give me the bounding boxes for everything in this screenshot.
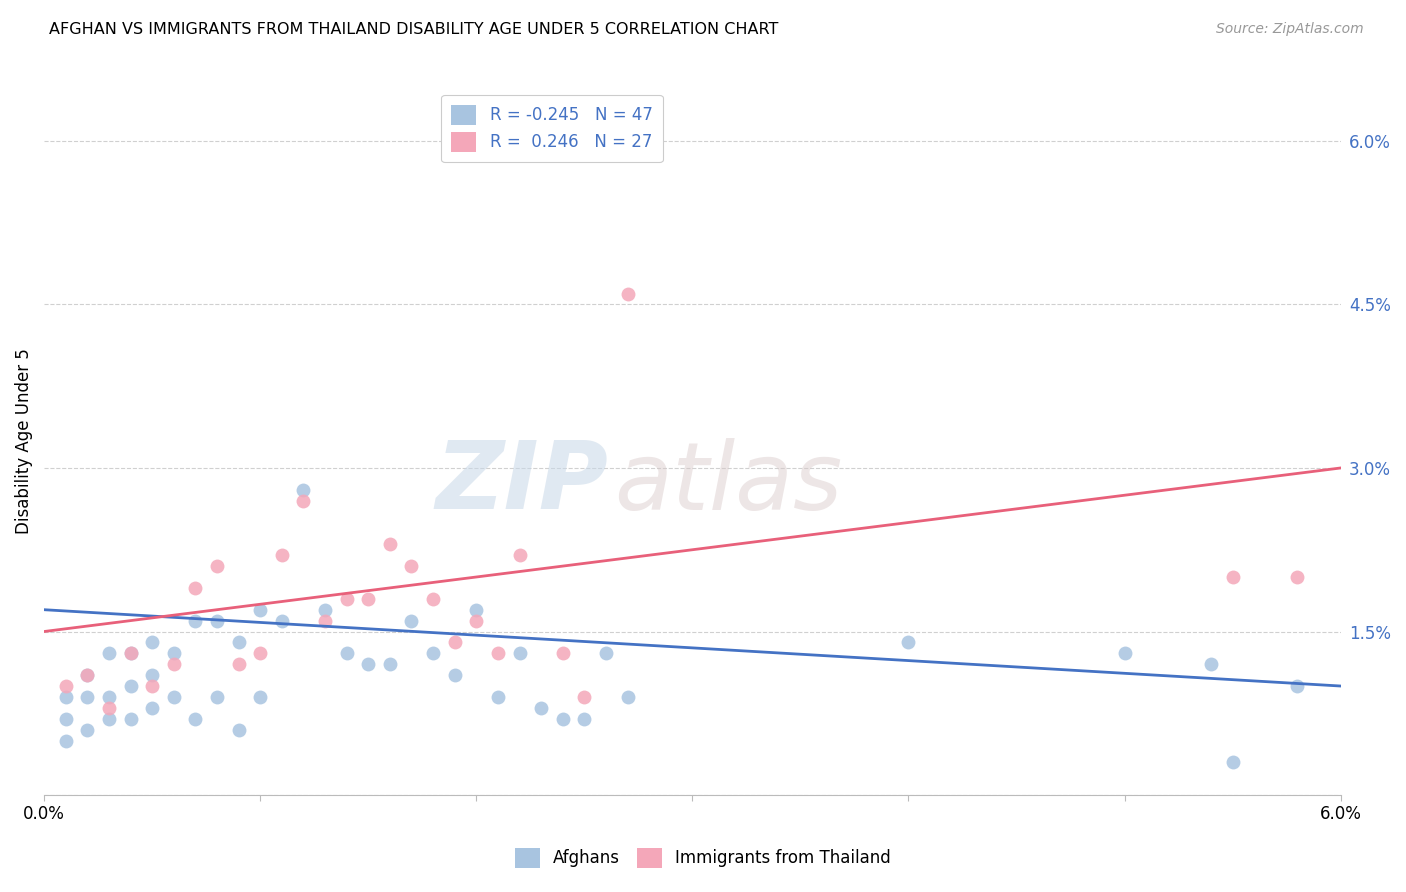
Y-axis label: Disability Age Under 5: Disability Age Under 5 (15, 348, 32, 533)
Point (551, 646, 574, 660)
Point (97, 712, 120, 726)
Point (249, 690, 271, 704)
Point (120, 679, 142, 693)
Point (1222, 570, 1244, 584)
Point (184, 712, 207, 726)
Point (228, 723, 250, 737)
Point (1286, 570, 1309, 584)
Legend: Afghans, Immigrants from Thailand: Afghans, Immigrants from Thailand (509, 841, 897, 875)
Point (141, 668, 163, 682)
Point (292, 483, 315, 497)
Point (1286, 679, 1309, 693)
Point (314, 603, 336, 617)
Point (508, 548, 530, 562)
Point (378, 657, 401, 672)
Point (270, 548, 292, 562)
Point (465, 614, 488, 628)
Text: atlas: atlas (614, 438, 842, 529)
Point (205, 559, 228, 574)
Point (97, 690, 120, 704)
Point (184, 581, 207, 595)
Point (97, 646, 120, 660)
Point (1114, 646, 1136, 660)
Point (551, 712, 574, 726)
Point (292, 493, 315, 508)
Point (897, 635, 920, 649)
Point (530, 701, 553, 715)
Point (422, 646, 444, 660)
Point (249, 646, 271, 660)
Point (55, 733, 77, 747)
Point (55, 712, 77, 726)
Point (141, 679, 163, 693)
Point (120, 646, 142, 660)
Point (336, 591, 359, 606)
Point (1199, 657, 1222, 672)
Point (401, 559, 423, 574)
Point (465, 603, 488, 617)
Point (486, 646, 509, 660)
Point (595, 646, 617, 660)
Point (574, 690, 596, 704)
Point (228, 635, 250, 649)
Point (249, 603, 271, 617)
Point (508, 646, 530, 660)
Point (76, 668, 98, 682)
Point (314, 614, 336, 628)
Point (184, 614, 207, 628)
Point (163, 657, 186, 672)
Point (141, 701, 163, 715)
Point (574, 712, 596, 726)
Text: ZIP: ZIP (436, 437, 609, 529)
Point (120, 646, 142, 660)
Point (76, 668, 98, 682)
Text: AFGHAN VS IMMIGRANTS FROM THAILAND DISABILITY AGE UNDER 5 CORRELATION CHART: AFGHAN VS IMMIGRANTS FROM THAILAND DISAB… (49, 22, 779, 37)
Point (357, 591, 380, 606)
Point (205, 690, 228, 704)
Point (270, 614, 292, 628)
Point (357, 657, 380, 672)
Point (120, 712, 142, 726)
Point (97, 701, 120, 715)
Legend: R = -0.245   N = 47, R =  0.246   N = 27: R = -0.245 N = 47, R = 0.246 N = 27 (441, 95, 662, 162)
Point (616, 286, 638, 301)
Point (443, 635, 465, 649)
Point (422, 591, 444, 606)
Point (336, 646, 359, 660)
Point (163, 690, 186, 704)
Point (76, 723, 98, 737)
Point (141, 635, 163, 649)
Point (55, 690, 77, 704)
Text: Source: ZipAtlas.com: Source: ZipAtlas.com (1216, 22, 1364, 37)
Point (443, 668, 465, 682)
Point (205, 614, 228, 628)
Point (76, 690, 98, 704)
Point (163, 646, 186, 660)
Point (486, 690, 509, 704)
Point (228, 657, 250, 672)
Point (401, 614, 423, 628)
Point (378, 537, 401, 551)
Point (55, 679, 77, 693)
Point (1222, 756, 1244, 770)
Point (616, 690, 638, 704)
